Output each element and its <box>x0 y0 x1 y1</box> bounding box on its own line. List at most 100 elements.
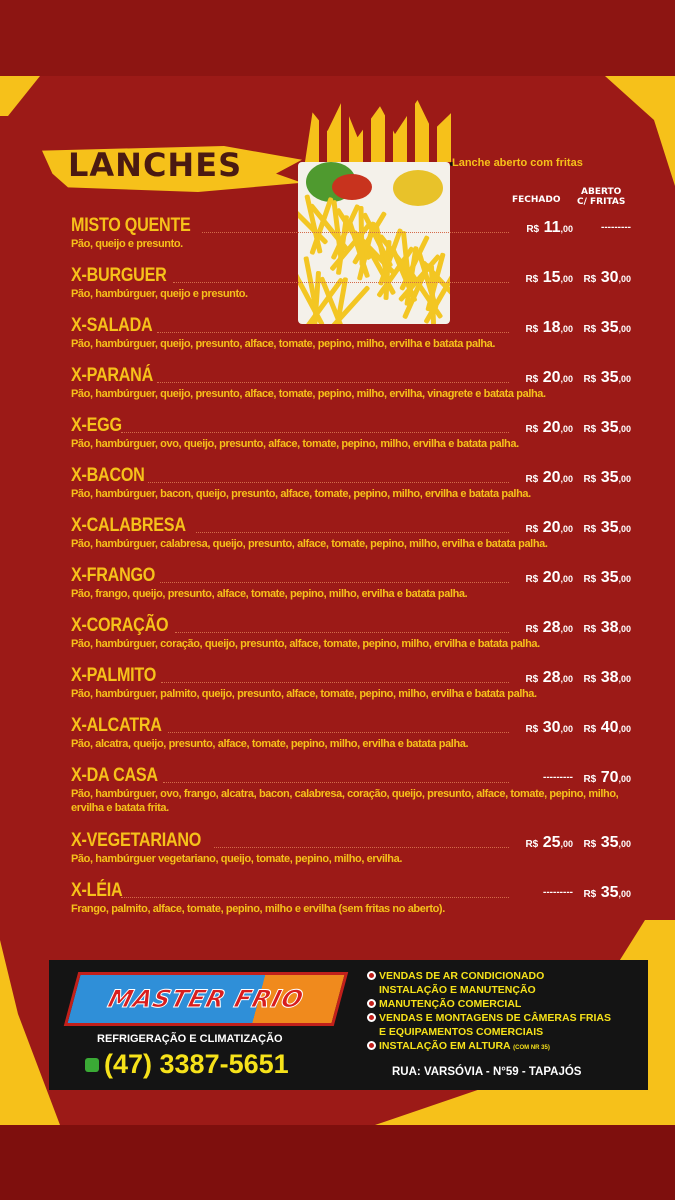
service-item: E EQUIPAMENTOS COMERCIAIS <box>367 1025 611 1039</box>
item-description: Pão, hambúrguer, queijo e presunto. <box>71 288 248 300</box>
price-value: 25 <box>542 834 561 851</box>
service-text: E EQUIPAMENTOS COMERCIAIS <box>379 1026 544 1038</box>
menu-item: X-ALCATRA R$ 30,00 R$ 40,00 Pão, alcatra, q… <box>71 713 631 763</box>
column-open: ABERTO C/ FRITAS <box>577 187 625 207</box>
page-title: LANCHES <box>68 146 243 184</box>
price-cents: ,00 <box>618 424 631 434</box>
price-value: 35 <box>600 519 619 536</box>
column-closed: FECHADO <box>512 195 561 205</box>
price-value: 35 <box>600 834 619 851</box>
currency: R$ <box>525 274 539 285</box>
price-closed: R$ 20,00 <box>515 519 573 537</box>
price-cents: ,00 <box>560 624 573 634</box>
currency: R$ <box>583 674 597 685</box>
advertisement-banner: MASTER FRIO REFRIGERAÇÃO E CLIMATIZAÇÃO … <box>49 960 648 1090</box>
price-open: R$ 35,00 <box>573 469 631 487</box>
menu-item: X-BACON R$ 20,00 R$ 35,00 Pão, hambúrguer, … <box>71 463 631 513</box>
item-name: X-EGG <box>71 415 122 436</box>
price-cents: ,00 <box>618 839 631 849</box>
bullet-icon <box>367 1041 376 1050</box>
currency: R$ <box>525 839 539 850</box>
currency: R$ <box>525 374 539 385</box>
price-value: 35 <box>600 419 619 436</box>
column-open-line2: C/ FRITAS <box>577 197 626 207</box>
service-item: MANUTENÇÃO COMERCIAL <box>367 997 611 1011</box>
dot-leader <box>147 482 509 483</box>
price-cents: ,00 <box>618 274 631 284</box>
price-cents: ,00 <box>618 889 631 899</box>
item-name: X-PALMITO <box>71 665 157 686</box>
currency: R$ <box>525 524 539 535</box>
price-value: 20 <box>542 469 561 486</box>
ad-address: RUA: VARSÓVIA - N°59 - TAPAJÓS <box>392 1066 582 1078</box>
price-closed: R$ 28,00 <box>515 619 573 637</box>
price-closed-empty: --------- <box>543 772 573 783</box>
price-closed: R$ 20,00 <box>515 369 573 387</box>
service-text: INSTALAÇÃO EM ALTURA <box>379 1040 511 1052</box>
ad-phone: (47) 3387-5651 <box>85 1049 289 1080</box>
item-name: X-BACON <box>71 465 145 486</box>
item-name: X-ALCATRA <box>71 715 162 736</box>
service-text: MANUTENÇÃO COMERCIAL <box>379 998 522 1010</box>
price-closed: R$ 11,00 <box>515 219 573 237</box>
price-cents: ,00 <box>560 324 573 334</box>
menu-item: X-LÉIA --------- R$ 35,00 Frango, palmito, … <box>71 878 631 928</box>
phone-number: (47) 3387-5651 <box>104 1049 289 1079</box>
price-open: R$ 38,00 <box>573 619 631 637</box>
dot-leader <box>167 732 509 733</box>
item-description: Pão, hambúrguer, ovo, queijo, presunto, … <box>71 438 519 450</box>
menu-item: X-PALMITO R$ 28,00 R$ 38,00 Pão, hambúrguer… <box>71 663 631 713</box>
price-cents: ,00 <box>618 674 631 684</box>
item-name: X-VEGETARIANO <box>71 830 202 851</box>
item-name: X-CALABRESA <box>71 515 186 536</box>
dot-leader <box>195 532 509 533</box>
price-cents: ,00 <box>618 374 631 384</box>
currency: R$ <box>583 774 597 785</box>
fries-plate-image <box>298 162 450 324</box>
price-value: 70 <box>600 769 619 786</box>
price-closed: R$ 15,00 <box>515 269 573 287</box>
item-description: Pão, hambúrguer, calabresa, queijo, pres… <box>71 538 548 550</box>
price-open: R$ 35,00 <box>573 884 631 902</box>
price-open: R$ 35,00 <box>573 319 631 337</box>
dot-leader <box>201 232 509 233</box>
dot-leader <box>156 332 509 333</box>
currency: R$ <box>583 424 597 435</box>
price-value: 18 <box>542 319 561 336</box>
price-open: R$ 70,00 <box>573 769 631 787</box>
master-frio-logo: MASTER FRIO <box>63 972 349 1026</box>
currency: R$ <box>583 574 597 585</box>
price-open: R$ 35,00 <box>573 419 631 437</box>
item-description: Pão, queijo e presunto. <box>71 238 183 250</box>
currency: R$ <box>525 574 539 585</box>
price-value: 28 <box>542 669 561 686</box>
currency: R$ <box>525 324 539 335</box>
price-value: 15 <box>542 269 561 286</box>
pointer-dot <box>450 162 454 166</box>
currency: R$ <box>583 724 597 735</box>
price-value: 20 <box>542 569 561 586</box>
price-open: R$ 30,00 <box>573 269 631 287</box>
price-closed: R$ 20,00 <box>515 469 573 487</box>
tomato <box>332 174 372 200</box>
price-value: 35 <box>600 469 619 486</box>
service-item: INSTALAÇÃO E MANUTENÇÃO <box>367 983 611 997</box>
price-cents: ,00 <box>560 424 573 434</box>
price-cents: ,00 <box>560 524 573 534</box>
price-open: R$ 38,00 <box>573 669 631 687</box>
menu-item: X-CORAÇÃO R$ 28,00 R$ 38,00 Pão, hambúrguer… <box>71 613 631 663</box>
whatsapp-icon <box>85 1057 99 1072</box>
currency: R$ <box>583 324 597 335</box>
service-text: INSTALAÇÃO E MANUTENÇÃO <box>379 984 536 996</box>
item-description: Frango, palmito, alface, tomate, pepino,… <box>71 903 445 915</box>
bullet-icon <box>367 1013 376 1022</box>
currency: R$ <box>583 474 597 485</box>
price-closed: R$ 18,00 <box>515 319 573 337</box>
dot-leader <box>173 282 509 283</box>
price-value: 20 <box>542 419 561 436</box>
menu-item: X-SALADA R$ 18,00 R$ 35,00 Pão, hambúrguer,… <box>71 313 631 363</box>
price-open: R$ 35,00 <box>573 569 631 587</box>
bullet-icon <box>367 999 376 1008</box>
price-cents: ,00 <box>560 724 573 734</box>
item-name: X-BURGUER <box>71 265 167 286</box>
